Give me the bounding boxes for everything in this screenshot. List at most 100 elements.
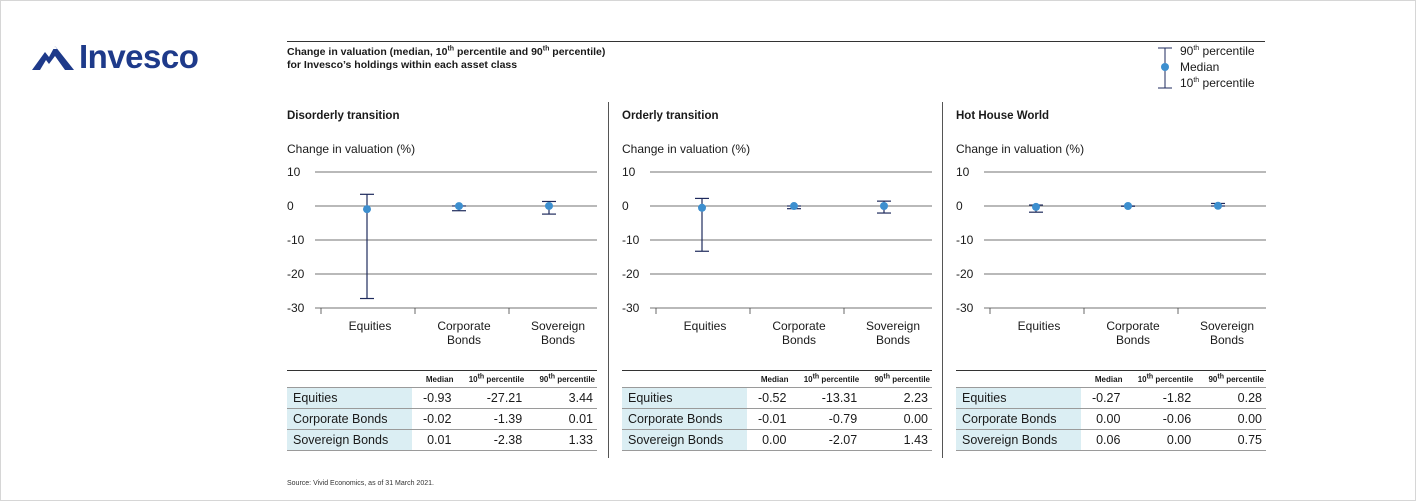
category-label: Bonds [876,333,910,347]
cell-median: -0.02 [412,408,456,430]
header-blank [287,371,412,388]
y-tick-label: 10 [956,165,970,179]
header-p90: 90th percentile [1208,372,1264,384]
y-tick-label: -10 [287,233,305,247]
y-tick-label: 0 [287,199,294,213]
panel-divider-2 [942,102,943,458]
cell-p90: 0.28 [1195,387,1266,409]
cell-p10: -27.21 [455,387,527,409]
legend: 90th percentile Median 10th percentile [1150,44,1270,94]
table-header-row: Median 10th percentile 90th percentile [622,371,932,388]
category-label: Bonds [447,333,481,347]
category-label: Equities [684,319,727,333]
panel-divider-1 [608,102,609,458]
cell-p10: -0.79 [790,408,862,430]
cell-p10: 0.00 [1124,429,1196,451]
cell-median: 0.01 [412,429,456,451]
y-tick-label: -10 [956,233,974,247]
table-row: Sovereign Bonds 0.06 0.00 0.75 [956,429,1266,451]
cell-median: -0.01 [747,408,791,430]
table-row: Equities -0.52 -13.31 2.23 [622,387,932,409]
header-median: Median [760,374,789,384]
y-tick-label: -30 [287,301,305,315]
cell-median: -0.27 [1081,387,1125,409]
y-tick-label: -20 [287,267,305,281]
header-p10: 10th percentile [1137,372,1194,384]
cell-p10: -1.39 [455,408,527,430]
y-tick-label: -20 [622,267,640,281]
category-label: Sovereign [531,319,585,333]
y-tick-label: 0 [956,199,963,213]
header-p90: 90th percentile [874,372,930,384]
table-row: Equities -0.93 -27.21 3.44 [287,387,597,409]
y-tick-label: -20 [956,267,974,281]
mountain-logo-icon [32,46,74,70]
category-label: Bonds [541,333,575,347]
cell-p90: 0.01 [526,408,597,430]
median-marker [1214,201,1222,210]
cell-p10: -0.06 [1124,408,1196,430]
cell-median: 0.00 [1081,408,1125,430]
row-label: Equities [956,387,1082,409]
row-label: Corporate Bonds [956,408,1082,430]
legend-p10: 10th percentile [1180,76,1255,90]
cell-p90: 0.75 [1195,429,1266,451]
row-label: Corporate Bonds [622,408,748,430]
category-label: Bonds [782,333,816,347]
row-label: Corporate Bonds [287,408,413,430]
legend-median: Median [1180,60,1220,74]
category-label: Sovereign [1200,319,1254,333]
brand-name: Invesco [79,38,199,75]
cell-p10: -2.38 [455,429,527,451]
title-rule [287,41,1265,42]
cell-p90: 2.23 [861,387,932,409]
cell-p10: -1.82 [1124,387,1196,409]
y-tick-label: 0 [622,199,629,213]
header-blank [956,371,1081,388]
median-marker [363,205,371,214]
cell-p90: 0.00 [861,408,932,430]
values-table: Median 10th percentile 90th percentile Equi… [622,370,932,451]
y-axis-label: Change in valuation (%) [956,142,1085,156]
median-marker [790,202,798,211]
y-axis-label: Change in valuation (%) [622,142,751,156]
values-table: Median 10th percentile 90th percentile Equi… [287,370,597,451]
cell-p10: -13.31 [790,387,862,409]
table-row: Equities -0.27 -1.82 0.28 [956,387,1266,409]
category-label: Corporate [1106,319,1160,333]
table-row: Corporate Bonds -0.02 -1.39 0.01 [287,408,597,430]
y-tick-label: 10 [622,165,636,179]
median-marker [1032,202,1040,211]
cell-p90: 1.33 [526,429,597,451]
cell-median: 0.00 [747,429,791,451]
header-p10: 10th percentile [468,372,525,384]
table-header-row: Median 10th percentile 90th percentile [287,371,597,388]
panel-title: Hot House World [956,110,1050,122]
table-row: Sovereign Bonds 0.00 -2.07 1.43 [622,429,932,451]
values-table: Median 10th percentile 90th percentile Equi… [956,370,1266,451]
table-header-row: Median 10th percentile 90th percentile [956,371,1266,388]
y-axis-label: Change in valuation (%) [287,142,416,156]
cell-median: -0.93 [412,387,456,409]
invesco-logo: Invesco [31,37,199,77]
panel-title: Disorderly transition [287,110,400,122]
y-tick-label: -30 [622,301,640,315]
median-marker [880,202,888,210]
header-p90: 90th percentile [539,372,595,384]
table-row: Sovereign Bonds 0.01 -2.38 1.33 [287,429,597,451]
category-label: Corporate [772,319,826,333]
table-row: Corporate Bonds -0.01 -0.79 0.00 [622,408,932,430]
chart-panel-2: Orderly transition Change in valuation (%… [622,100,932,460]
table-row: Corporate Bonds 0.00 -0.06 0.00 [956,408,1266,430]
chart-panel-3: Hot House World Change in valuation (%) 10… [956,100,1266,460]
category-label: Equities [1018,319,1061,333]
row-label: Equities [622,387,748,409]
median-marker [455,202,463,211]
y-tick-label: -10 [622,233,640,247]
legend-errorbar-icon [1158,47,1172,89]
cell-median: 0.06 [1081,429,1125,451]
y-tick-label: -30 [956,301,974,315]
